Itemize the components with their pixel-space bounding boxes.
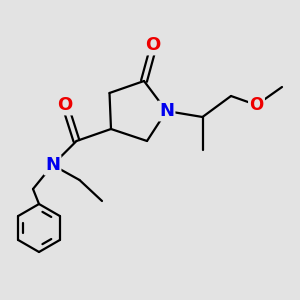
Text: O: O xyxy=(57,96,72,114)
Text: O: O xyxy=(146,36,160,54)
Text: N: N xyxy=(45,156,60,174)
Text: O: O xyxy=(249,96,264,114)
Text: N: N xyxy=(159,102,174,120)
